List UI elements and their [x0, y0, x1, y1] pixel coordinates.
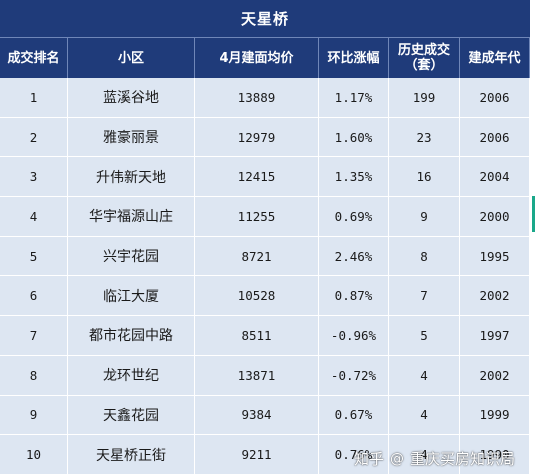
historical-deals-cell: 16 — [389, 157, 460, 198]
table-row: 10 天星桥正街 9211 0.76% 4 1990 — [0, 435, 530, 475]
watermark-brand: 知乎 — [353, 450, 384, 468]
rank-cell: 4 — [0, 197, 68, 237]
build-year-cell: 2002 — [460, 276, 530, 317]
community-cell: 蓝溪谷地 — [68, 78, 195, 118]
table-row: 2 雅豪丽景 12979 1.60% 23 2006 — [0, 117, 530, 158]
build-year-cell: 1995 — [460, 236, 530, 277]
mom-change-cell: 0.87% — [319, 276, 389, 317]
community-cell: 雅豪丽景 — [68, 117, 195, 158]
mom-change-cell: -0.72% — [319, 355, 389, 396]
build-year-cell: 1997 — [460, 316, 530, 356]
header-mom-change: 环比涨幅 — [319, 38, 389, 78]
avg-price-cell: 9211 — [195, 435, 319, 475]
header-community: 小区 — [68, 38, 195, 78]
header-rank: 成交排名 — [0, 38, 68, 78]
rank-cell: 1 — [0, 78, 68, 118]
historical-deals-cell: 4 — [389, 395, 460, 436]
historical-deals-cell: 5 — [389, 316, 460, 356]
avg-price-cell: 8721 — [195, 236, 319, 277]
historical-deals-cell: 4 — [389, 435, 460, 475]
header-historical-deals-label: 历史成交 （套） — [397, 43, 450, 73]
table-title: 天星桥 — [0, 0, 530, 38]
watermark-author: 重庆买房知识局 — [409, 450, 515, 468]
community-cell: 兴宇花园 — [68, 236, 195, 277]
avg-price-cell: 8511 — [195, 316, 319, 356]
build-year-cell: 1999 — [460, 395, 530, 436]
watermark: 知乎 @ 重庆买房知识局 — [354, 448, 515, 469]
avg-price-cell: 12415 — [195, 157, 319, 198]
community-cell: 天鑫花园 — [68, 395, 195, 436]
historical-deals-cell: 4 — [389, 355, 460, 396]
build-year-cell: 2006 — [460, 78, 530, 118]
table-header-row: 成交排名 小区 4月建面均价 环比涨幅 历史成交 （套） 建成年代 — [0, 38, 530, 78]
build-year-cell: 2000 — [460, 197, 530, 237]
header-avg-price: 4月建面均价 — [195, 38, 319, 78]
community-cell: 升伟新天地 — [68, 157, 195, 198]
rank-cell: 6 — [0, 276, 68, 317]
table-row: 4 华宇福源山庄 11255 0.69% 9 2000 — [0, 197, 530, 237]
build-year-cell: 2002 — [460, 355, 530, 396]
community-cell: 华宇福源山庄 — [68, 197, 195, 237]
historical-deals-cell: 8 — [389, 236, 460, 277]
mom-change-cell: 1.17% — [319, 78, 389, 118]
avg-price-cell: 12979 — [195, 117, 319, 158]
mom-change-cell: 0.76% — [319, 435, 389, 475]
table-row: 1 蓝溪谷地 13889 1.17% 199 2006 — [0, 78, 530, 118]
historical-deals-cell: 199 — [389, 78, 460, 118]
rank-cell: 9 — [0, 395, 68, 436]
avg-price-cell: 10528 — [195, 276, 319, 317]
community-cell: 都市花园中路 — [68, 316, 195, 356]
build-year-cell: 2006 — [460, 117, 530, 158]
community-cell: 天星桥正街 — [68, 435, 195, 475]
mom-change-cell: 1.60% — [319, 117, 389, 158]
mom-change-cell: 0.69% — [319, 197, 389, 237]
avg-price-cell: 11255 — [195, 197, 319, 237]
community-cell: 龙环世纪 — [68, 355, 195, 396]
table-row: 8 龙环世纪 13871 -0.72% 4 2002 — [0, 355, 530, 396]
rank-cell: 8 — [0, 355, 68, 396]
rank-cell: 2 — [0, 117, 68, 158]
rank-cell: 5 — [0, 236, 68, 277]
community-cell: 临江大厦 — [68, 276, 195, 317]
historical-deals-cell: 7 — [389, 276, 460, 317]
right-edge — [530, 0, 535, 475]
mom-change-cell: 1.35% — [319, 157, 389, 198]
rank-cell: 3 — [0, 157, 68, 198]
rank-cell: 7 — [0, 316, 68, 356]
table-body: 1 蓝溪谷地 13889 1.17% 199 2006 2 雅豪丽景 12979 1.60% 23 2… — [0, 78, 530, 475]
header-historical-deals: 历史成交 （套） — [389, 38, 460, 78]
avg-price-cell: 13889 — [195, 78, 319, 118]
build-year-cell: 1990 — [460, 435, 530, 475]
table-row: 3 升伟新天地 12415 1.35% 16 2004 — [0, 157, 530, 198]
avg-price-cell: 13871 — [195, 355, 319, 396]
historical-deals-cell: 23 — [389, 117, 460, 158]
table-row: 6 临江大厦 10528 0.87% 7 2002 — [0, 276, 530, 317]
watermark-separator: @ — [389, 450, 404, 467]
build-year-cell: 2004 — [460, 157, 530, 198]
avg-price-cell: 9384 — [195, 395, 319, 436]
mom-change-cell: 2.46% — [319, 236, 389, 277]
table-row: 7 都市花园中路 8511 -0.96% 5 1997 — [0, 316, 530, 356]
rank-cell: 10 — [0, 435, 68, 475]
edge-marker — [532, 196, 535, 232]
mom-change-cell: -0.96% — [319, 316, 389, 356]
mom-change-cell: 0.67% — [319, 395, 389, 436]
table-row: 9 天鑫花园 9384 0.67% 4 1999 — [0, 395, 530, 436]
historical-deals-cell: 9 — [389, 197, 460, 237]
header-build-year: 建成年代 — [460, 38, 530, 78]
table-row: 5 兴宇花园 8721 2.46% 8 1995 — [0, 236, 530, 277]
